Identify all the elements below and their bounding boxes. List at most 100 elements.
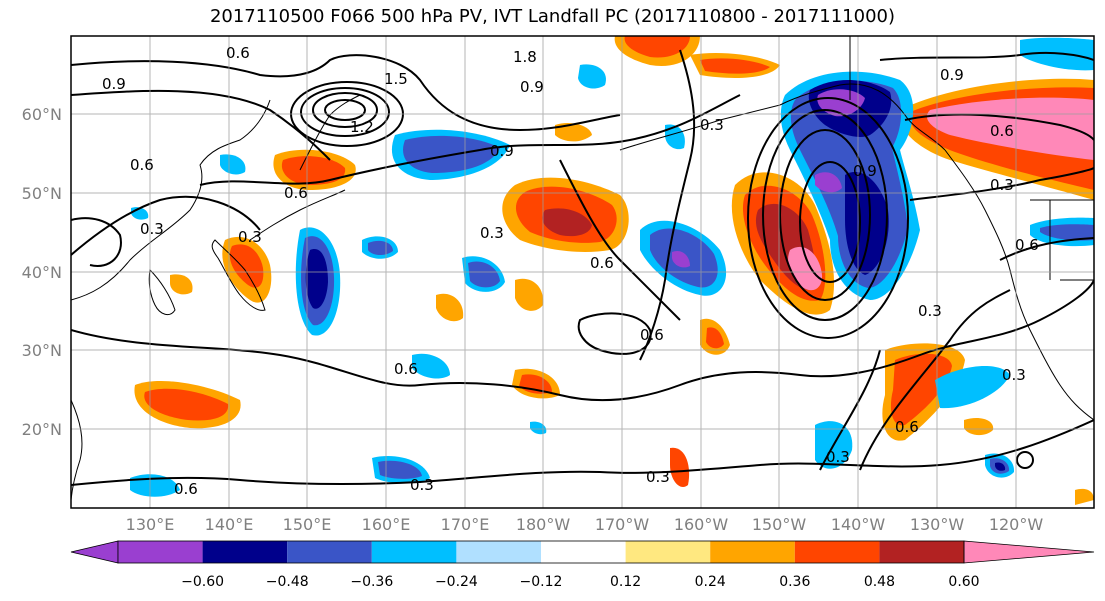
lon-label: 130°W <box>910 515 965 534</box>
pv-contour-line <box>779 129 871 301</box>
colorbar-tick-label: 0.36 <box>779 574 810 590</box>
lon-label: 120°W <box>989 515 1044 534</box>
contour-label: 0.6 <box>130 156 154 174</box>
contour-label: 0.6 <box>990 122 1014 140</box>
pv-contour-line <box>747 97 909 339</box>
map-frame <box>70 35 1095 509</box>
lon-label: 170°W <box>595 515 650 534</box>
colorbar-swatch <box>118 541 203 563</box>
colorbar-frame <box>117 540 965 564</box>
colorbar-swatch <box>541 541 626 563</box>
lon-label: 160°E <box>362 515 411 534</box>
map-plot-area: 0.9 0.6 1.5 1.8 0.9 0.6 0.9 1.2 0.6 0.3 … <box>71 36 1094 508</box>
colorbar-swatch <box>879 541 964 563</box>
pv-contour-line <box>879 51 1094 61</box>
longitude-labels: 130°E 140°E 150°E 160°E 170°E 180°W 170°… <box>126 515 1044 534</box>
coastline-japan <box>211 239 266 311</box>
contour-label: 0.9 <box>940 66 964 84</box>
colorbar-extend-high <box>963 540 1095 564</box>
pv-contour-line <box>71 195 261 256</box>
colorbar-tick-label: 0.48 <box>864 574 895 590</box>
lon-label: 160°W <box>674 515 729 534</box>
latitude-labels: 60°N 50°N 40°N 30°N 20°N <box>22 105 62 439</box>
contour-label: 1.2 <box>350 118 374 136</box>
coastline-kuril <box>249 189 346 241</box>
lon-label: 140°W <box>831 515 886 534</box>
coastline-philippines <box>71 399 83 501</box>
contour-label: 0.9 <box>490 142 514 160</box>
pv-contour-line <box>71 217 122 267</box>
pv-contour-line <box>199 94 741 186</box>
contour-label: 0.6 <box>640 326 664 344</box>
contour-label: 0.6 <box>174 480 198 498</box>
colorbar-tick-label: −0.36 <box>350 574 393 590</box>
colorbar-tick-label: −0.60 <box>181 574 224 590</box>
lat-label: 30°N <box>22 341 62 360</box>
contour-label: 0.6 <box>1015 236 1039 254</box>
colorbar-tick-label: −0.24 <box>435 574 478 590</box>
positive-anomaly-region <box>134 36 1094 505</box>
pv-contour-line <box>909 167 1094 201</box>
lat-label: 40°N <box>22 263 62 282</box>
contour-label: 0.6 <box>226 44 250 62</box>
lon-label: 130°E <box>126 515 175 534</box>
pv-contour-line <box>312 92 378 128</box>
colorbar-swatch <box>625 541 711 563</box>
contour-label: 0.3 <box>646 468 670 486</box>
contour-label: 0.3 <box>990 176 1014 194</box>
lon-label: 180°W <box>516 515 571 534</box>
shading-layer <box>130 36 1094 505</box>
contour-label: 0.3 <box>1002 366 1026 384</box>
colorbar-swatch <box>371 541 457 563</box>
pv-contour-line <box>71 54 621 132</box>
pv-contour-line <box>71 419 1094 486</box>
contour-label: 0.3 <box>140 220 164 238</box>
contour-label: 0.3 <box>480 224 504 242</box>
colorbar-swatch <box>710 541 795 563</box>
colorbar-swatch <box>456 541 541 563</box>
contour-label: 0.3 <box>238 228 262 246</box>
lat-label: 20°N <box>22 420 62 439</box>
colorbar-tick-label: 0.60 <box>948 574 979 590</box>
pv-contour-line <box>71 89 331 161</box>
colorbar-swatch <box>202 541 288 563</box>
gridlines <box>71 36 1094 508</box>
lat-label: 50°N <box>22 184 62 203</box>
contour-labels: 0.9 0.6 1.5 1.8 0.9 0.6 0.9 1.2 0.6 0.3 … <box>102 44 1039 498</box>
coastline-alaska <box>779 83 946 151</box>
colorbar-tick-label: −0.12 <box>520 574 563 590</box>
contour-label: 0.6 <box>394 360 418 378</box>
colorbar-extend-low <box>70 540 119 564</box>
contour-label: 0.9 <box>853 162 877 180</box>
contour-label: 1.8 <box>513 48 537 66</box>
contour-label: 0.6 <box>284 184 308 202</box>
pv-contour-line <box>999 237 1094 261</box>
colorbar-swatch <box>794 541 880 563</box>
lon-label: 150°E <box>283 515 332 534</box>
pv-contour-line <box>799 161 861 283</box>
pv-contour-line <box>577 312 652 355</box>
pv-contour-line <box>904 113 1094 141</box>
lon-label: 150°W <box>752 515 807 534</box>
contour-label: 0.3 <box>918 302 942 320</box>
pv-contour-line <box>859 289 1011 471</box>
pv-contour-line <box>300 87 390 137</box>
pv-contour-line <box>324 99 366 121</box>
pv-contour-line <box>639 49 696 361</box>
lon-label: 140°E <box>205 515 254 534</box>
lat-label: 60°N <box>22 105 62 124</box>
coastline-kamchatka <box>299 94 361 171</box>
contour-label: 0.9 <box>102 75 126 93</box>
lon-label: 170°E <box>441 515 490 534</box>
contour-label: 0.6 <box>590 254 614 272</box>
contour-label: 0.9 <box>520 78 544 96</box>
border-line <box>849 36 1094 281</box>
pv-contour-line <box>819 349 881 471</box>
coastline-aleutians <box>619 104 781 151</box>
colorbar-tick-label: 0.24 <box>695 574 726 590</box>
pv-contour-line <box>762 109 888 321</box>
contour-label: 0.6 <box>895 418 919 436</box>
pv-contour-line <box>71 279 1094 402</box>
chart-title: 2017110500 F066 500 hPa PV, IVT Landfall… <box>209 6 896 27</box>
